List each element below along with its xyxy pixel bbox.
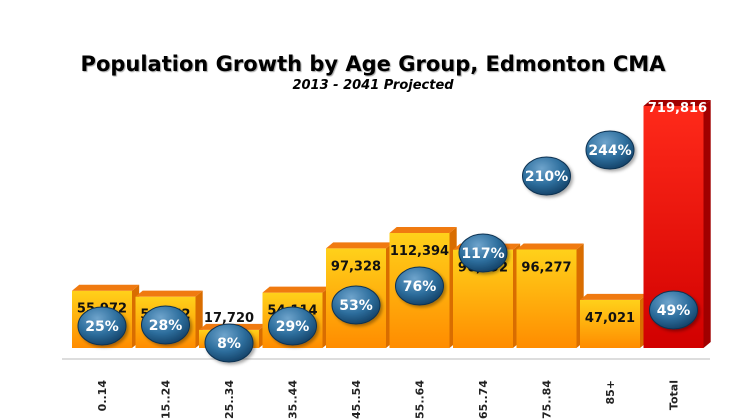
growth-label: 53% — [339, 298, 373, 314]
bubble-shape — [331, 285, 381, 325]
bar-top — [326, 242, 394, 249]
growth-label: 49% — [657, 303, 691, 319]
bar-top — [516, 243, 584, 250]
bar-75..84 — [516, 243, 584, 348]
growth-label: 8% — [217, 336, 241, 352]
tick-label: 75..84 — [541, 380, 554, 419]
bubble-shape — [458, 233, 508, 273]
bubble-shape — [268, 306, 317, 346]
growth-bubble: 117% — [458, 233, 508, 273]
value-label: 112,394 — [390, 244, 449, 259]
value-label: 17,720 — [204, 311, 254, 326]
tick-label: 45..54 — [350, 380, 363, 419]
value-label: 47,021 — [585, 311, 635, 326]
bar-top — [135, 290, 203, 297]
growth-label: 76% — [403, 279, 437, 295]
tick-label: Total — [668, 380, 681, 410]
bubble-shape — [649, 290, 698, 330]
value-label: 97,328 — [331, 259, 381, 274]
tick-label: 25..34 — [223, 380, 236, 419]
tick-label: 35..44 — [287, 380, 300, 419]
tick-label: 55..64 — [414, 380, 427, 419]
value-label: 719,816 — [648, 101, 707, 116]
growth-label: 210% — [525, 169, 568, 185]
bubble-shape — [204, 323, 254, 363]
bar-top — [580, 293, 648, 300]
growth-bubble: 28% — [141, 305, 190, 345]
bar-top — [72, 284, 140, 291]
growth-bubble: 244% — [585, 130, 635, 170]
bar-front — [516, 249, 577, 348]
growth-bubble: 53% — [331, 285, 381, 325]
bubble-shape — [585, 130, 635, 170]
growth-bubble: 210% — [522, 156, 571, 196]
growth-label: 29% — [276, 319, 310, 335]
growth-bubble: 49% — [649, 290, 698, 330]
bar-side — [703, 100, 711, 348]
chart-subtitle: 2013 - 2041 Projected — [292, 78, 454, 93]
tick-label: 85+ — [604, 380, 617, 405]
bubble-shape — [395, 266, 444, 306]
value-label: 96,277 — [521, 260, 571, 275]
growth-bubble: 8% — [204, 323, 254, 363]
chart-title: Population Growth by Age Group, Edmonton… — [80, 52, 666, 76]
bar-top — [262, 286, 330, 293]
growth-label: 117% — [461, 246, 504, 262]
bar-top — [643, 100, 711, 106]
tick-label: 0..14 — [96, 380, 109, 412]
bubble-shape — [141, 305, 190, 345]
bubble-shape — [522, 156, 571, 196]
growth-bubble: 25% — [77, 306, 127, 346]
bubble-shape — [77, 306, 127, 346]
growth-bubble: 29% — [268, 306, 317, 346]
growth-bubble: 76% — [395, 266, 444, 306]
tick-label: 15..24 — [160, 380, 173, 419]
tick-label: 65..74 — [477, 380, 490, 419]
growth-label: 25% — [85, 319, 119, 335]
growth-label: 244% — [588, 143, 631, 159]
growth-label: 28% — [149, 318, 183, 334]
bar-front — [580, 299, 640, 348]
bar-top — [389, 227, 457, 233]
